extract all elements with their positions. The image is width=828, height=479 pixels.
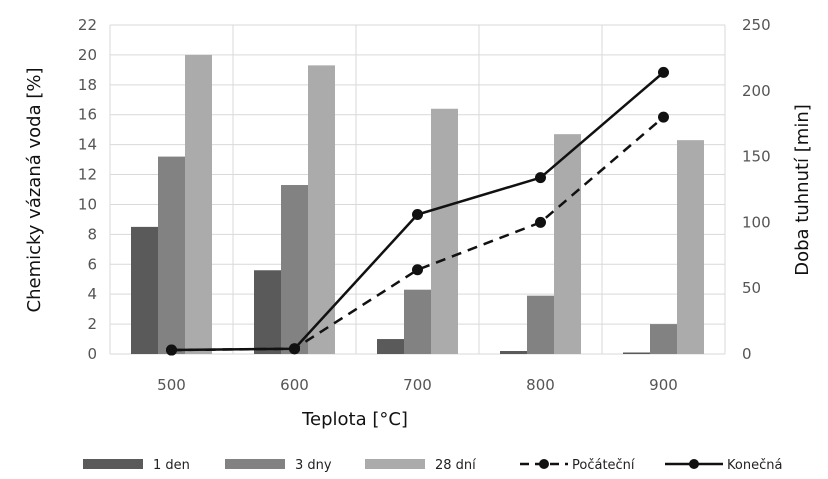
y-tick-label: 14 — [78, 136, 97, 154]
y-tick-label: 12 — [78, 166, 97, 184]
bar-3-dny-600 — [281, 185, 308, 354]
legend-label-3-dny: 3 dny — [295, 458, 332, 473]
y2-tick-label: 50 — [742, 279, 761, 297]
bar-1-den-700 — [377, 339, 404, 354]
x-tick-label: 500 — [157, 376, 186, 394]
bar-28-dni-700 — [431, 108, 458, 354]
bar-3-dny-900 — [650, 324, 677, 354]
point-konecna-800 — [535, 172, 546, 184]
bar-1-den-900 — [623, 352, 650, 354]
y-tick-label: 4 — [87, 285, 97, 303]
legend-marker-konecna — [689, 459, 699, 469]
y-tick-label: 8 — [87, 225, 97, 243]
y-axis-left-title: Chemicky vázaná voda [%] — [24, 68, 45, 313]
bar-1-den-600 — [254, 270, 281, 354]
point-konecna-700 — [412, 209, 423, 221]
y-tick-label: 20 — [78, 46, 97, 64]
point-pocatecni-700 — [412, 264, 423, 276]
x-axis-title: Teplota [°C] — [301, 409, 408, 430]
y-axis-left-ticks: 0 2 4 6 8 10 12 14 16 18 20 22 — [78, 16, 97, 363]
point-konecna-500 — [166, 344, 177, 356]
point-pocatecni-900 — [658, 111, 669, 123]
y-axis-right-ticks: 0 50 100 150 200 250 — [742, 16, 771, 363]
point-pocatecni-800 — [535, 216, 546, 228]
bar-28-dni-800 — [554, 134, 581, 354]
x-axis-ticks: 500 600 700 800 900 — [157, 376, 678, 394]
legend-label-konecna: Konečná — [727, 458, 782, 473]
bar-1-den-800 — [500, 351, 527, 354]
y2-tick-label: 250 — [742, 16, 771, 34]
grid — [109, 24, 726, 355]
legend-swatch-28-dni — [365, 459, 425, 469]
y-axis-right-title: Doba tuhnutí [min] — [792, 104, 813, 276]
legend-swatch-3-dny — [225, 459, 285, 469]
lines — [166, 66, 669, 356]
y-tick-label: 18 — [78, 76, 97, 94]
legend-marker-pocatecni — [539, 459, 549, 469]
y-tick-label: 10 — [78, 195, 97, 213]
bar-28-dni-900 — [677, 140, 704, 354]
y-tick-label: 2 — [87, 315, 97, 333]
bar-3-dny-800 — [527, 295, 554, 354]
y2-tick-label: 200 — [742, 82, 771, 100]
y-tick-label: 0 — [87, 345, 97, 363]
legend-label-1-den: 1 den — [153, 458, 190, 473]
x-tick-label: 800 — [526, 376, 555, 394]
x-tick-label: 700 — [403, 376, 432, 394]
bar-28-dni-600 — [308, 65, 335, 355]
y2-tick-label: 100 — [742, 213, 771, 231]
y-tick-label: 16 — [78, 106, 97, 124]
y2-tick-label: 0 — [742, 345, 752, 363]
y-tick-label: 6 — [87, 255, 97, 273]
bar-28-dni-500 — [185, 54, 212, 355]
y2-tick-label: 150 — [742, 148, 771, 166]
x-tick-label: 600 — [280, 376, 309, 394]
y-tick-label: 22 — [78, 16, 97, 34]
point-konecna-600 — [289, 343, 300, 355]
bar-1-den-500 — [131, 226, 158, 354]
point-konecna-900 — [658, 66, 669, 78]
legend-swatch-1-den — [83, 459, 143, 469]
legend-label-28-dni: 28 dní — [435, 458, 476, 473]
bar-3-dny-700 — [404, 289, 431, 354]
legend: 1 den 3 dny 28 dní Počáteční Konečná — [83, 458, 782, 473]
bar-3-dny-500 — [158, 156, 185, 354]
bars — [131, 54, 704, 355]
legend-label-pocatecni: Počáteční — [572, 458, 635, 473]
x-tick-label: 900 — [649, 376, 678, 394]
